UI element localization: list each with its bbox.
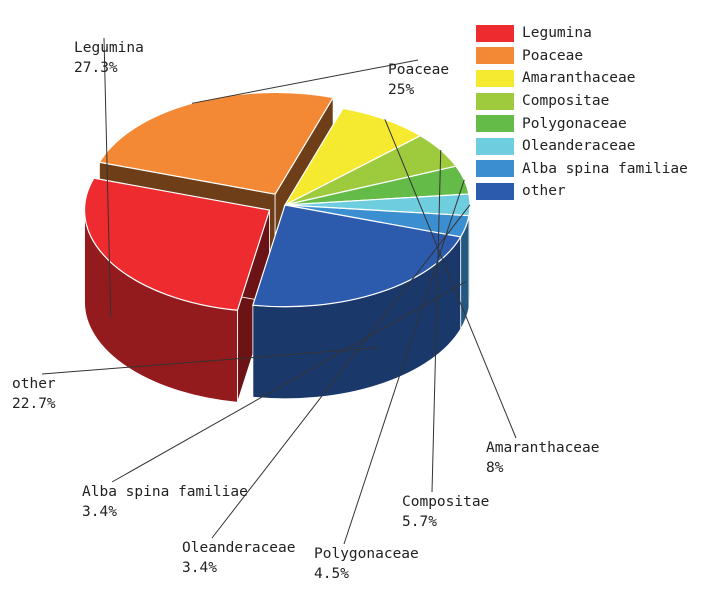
slice-other [252,204,462,308]
legend-item: other [476,180,716,203]
slice-poaceae [98,91,335,195]
slice-label-name: Compositae [402,494,489,510]
slice-label: Polygonaceae 4.5% [314,546,419,582]
slice-label: Compositae 5.7% [402,494,489,530]
slice-label-name: Oleanderaceae [182,540,296,556]
slice-label-value: 27.3% [74,60,118,76]
slice-label-name: Polygonaceae [314,546,419,562]
legend-label: other [522,183,566,200]
pie-tops [83,91,471,311]
leader-line [41,347,380,375]
slice-legumina [83,177,271,311]
slice-label: Poaceae 25% [388,62,449,98]
legend-label: Poaceae [522,47,584,64]
leader-line [384,119,517,439]
leader-line [343,179,465,545]
slice-label-name: Amaranthaceae [486,440,600,456]
slice-label: Amaranthaceae 8% [486,440,600,476]
slice-label-name: Alba spina familiae [82,484,248,500]
slice-label-value: 22.7% [12,396,56,412]
slice-label: Legumina 27.3% [74,40,144,76]
leader-line [103,37,112,318]
slice-label: Alba spina familiae 3.4% [82,484,248,520]
legend-label: Polygonaceae [522,115,627,132]
legend-item: Amaranthaceae [476,67,716,90]
slice-label: other 22.7% [12,376,56,412]
leader-line [191,59,419,104]
legend-swatch [476,69,514,87]
slice-label-value: 25% [388,82,414,98]
slice-label-value: 4.5% [314,566,349,582]
legend-item: Alba spina familiae [476,158,716,181]
slice-labels: Legumina 27.3% Poaceae 25% Amaranthaceae 8% Co… [12,40,600,582]
leader-line [431,150,442,493]
legend-swatch [476,137,514,155]
legend-swatch [476,92,514,110]
legend-item: Legumina [476,22,716,45]
slice-label-value: 8% [486,460,504,476]
leader-line [111,281,467,483]
slice-label-value: 3.4% [182,560,217,576]
leader-lines [41,37,517,545]
legend-label: Oleanderaceae [522,138,636,155]
slice-label-name: other [12,376,56,392]
slice-label-name: Legumina [74,40,144,56]
legend-label: Alba spina familiae [522,160,688,177]
legend-label: Amaranthaceae [522,70,636,87]
slice-label-name: Poaceae [388,62,449,78]
legend-item: Oleanderaceae [476,135,716,158]
legend-swatch [476,24,514,42]
legend-item: Polygonaceae [476,112,716,135]
legend-swatch [476,160,514,178]
legend-swatch [476,115,514,133]
legend-item: Compositae [476,90,716,113]
leader-line [211,204,471,539]
legend-label: Compositae [522,93,610,110]
slice-label-value: 3.4% [82,504,117,520]
legend-swatch [476,47,514,65]
slice-label-value: 5.7% [402,514,437,530]
legend: Legumina Poaceae Amaranthaceae Compositae Po… [476,22,716,203]
slice-label: Oleanderaceae 3.4% [182,540,296,576]
legend-item: Poaceae [476,45,716,68]
legend-label: Legumina [522,25,592,42]
legend-swatch [476,182,514,200]
